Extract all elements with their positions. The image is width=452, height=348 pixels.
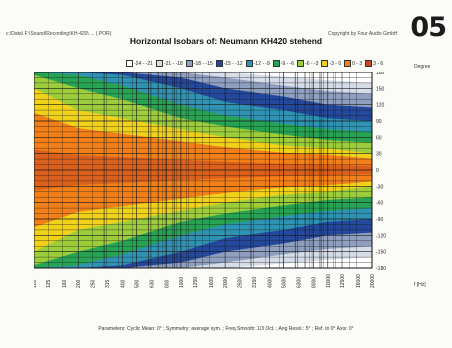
legend-label: -6 - -3	[305, 60, 319, 67]
y-tick-label: -60	[376, 201, 383, 207]
legend-item: 0 - 3	[344, 60, 362, 67]
x-tick-label: 630	[149, 279, 155, 288]
x-tick-label: 3150	[252, 277, 258, 288]
plot-border	[34, 72, 373, 269]
legend-label: -3 - 0	[329, 60, 342, 67]
x-tick-label: 2000	[223, 277, 229, 288]
x-tick-label: 1250	[193, 277, 199, 288]
legend-swatch	[344, 60, 352, 67]
legend-item: -24 - -21	[126, 60, 153, 67]
legend-swatch	[245, 60, 253, 67]
isobar-plot: 180 150 120 90 60 30 0 -30 -60 -90 -120 -150 -180 100…	[34, 72, 386, 288]
legend-label: -15 - -12	[223, 60, 243, 67]
legend-swatch	[215, 60, 223, 67]
page-badge: 05	[410, 12, 447, 43]
chart-title: Horizontal Isobars of: Neumann KH420 ste…	[129, 36, 323, 46]
x-tick-label: 250	[91, 279, 97, 288]
x-tick-label: 2500	[237, 277, 243, 288]
legend-swatch	[155, 60, 163, 67]
x-tick-label: 20000	[370, 274, 376, 288]
legend-swatch	[126, 60, 133, 67]
parameters-line: Parameters: Cyclic Mean: 0° ; Symmetry: …	[98, 326, 354, 332]
y-tick-label: 180	[376, 72, 385, 76]
y-tick-label: -120	[376, 233, 386, 239]
legend-label: -18 - -15	[193, 60, 213, 67]
y-tick-label: -150	[376, 250, 386, 256]
legend-label: 0 - 3	[352, 60, 363, 67]
y-tick-label: 30	[376, 152, 382, 158]
x-tick-label: 315	[105, 279, 111, 288]
legend-swatch	[365, 60, 373, 67]
x-tick-label: 16000	[356, 274, 362, 288]
legend-label: 3 - 6	[373, 60, 384, 67]
y-tick-label: -180	[376, 266, 386, 272]
x-tick-label: 8000	[312, 277, 318, 288]
legend-swatch	[185, 60, 193, 67]
x-tick-label: 1000	[179, 277, 185, 288]
legend-item: -21 - -18	[155, 60, 183, 67]
legend-item: -12 - -9	[245, 60, 270, 67]
legend-item: -18 - -15	[185, 60, 213, 67]
x-tick-label: 4000	[267, 277, 273, 288]
x-tick-label: 200	[76, 279, 82, 288]
legend-swatch	[272, 60, 280, 67]
legend-swatch	[297, 60, 305, 67]
y-tick-label: 150	[376, 86, 385, 92]
x-tick-label: 400	[120, 279, 126, 288]
grid	[34, 72, 373, 269]
legend-swatch	[321, 60, 329, 67]
file-path: c:\Data\ F:\Sound\Recording\KH-420\ ... …	[6, 31, 112, 37]
legend-label: -12 - -9	[253, 60, 270, 67]
legend-item: -3 - 0	[321, 60, 341, 67]
color-legend: -24 - -21 -21 - -18 -18 - -15 -15 - -12 -12 …	[126, 59, 383, 68]
x-tick-label: 500	[135, 279, 141, 288]
y-tick-label: -30	[376, 184, 383, 190]
legend-label: -21 - -18	[163, 60, 183, 67]
y-tick-label: 120	[376, 103, 385, 109]
legend-item: -9 - -6	[272, 60, 295, 67]
x-tick-label: 12500	[340, 274, 346, 288]
y-axis-title: Degree	[414, 64, 431, 70]
legend-label: -9 - -6	[280, 60, 295, 67]
x-tick-label: 1600	[209, 277, 215, 288]
legend-item: -6 - -3	[297, 60, 318, 67]
copyright-note: Copyright by Four Audio GmbH	[328, 31, 398, 37]
x-axis-unit: f [Hz]	[414, 282, 426, 288]
x-tick-label: 5000	[282, 277, 288, 288]
y-tick-label: 90	[376, 119, 382, 125]
x-tick-label: 100	[34, 279, 38, 288]
x-tick-label: 10000	[326, 274, 332, 288]
x-tick-label: 125	[46, 279, 52, 288]
y-tick-label: 0	[376, 168, 379, 174]
x-tick-label: 800	[165, 279, 171, 288]
legend-item: 3 - 6	[365, 60, 383, 67]
x-tick-label: 6300	[296, 277, 302, 288]
y-tick-label: -90	[376, 217, 383, 223]
legend-item: -15 - -12	[215, 60, 243, 67]
legend-label: -24 - -21	[134, 60, 153, 67]
x-tick-label: 160	[62, 279, 68, 288]
y-tick-label: 60	[376, 135, 382, 141]
